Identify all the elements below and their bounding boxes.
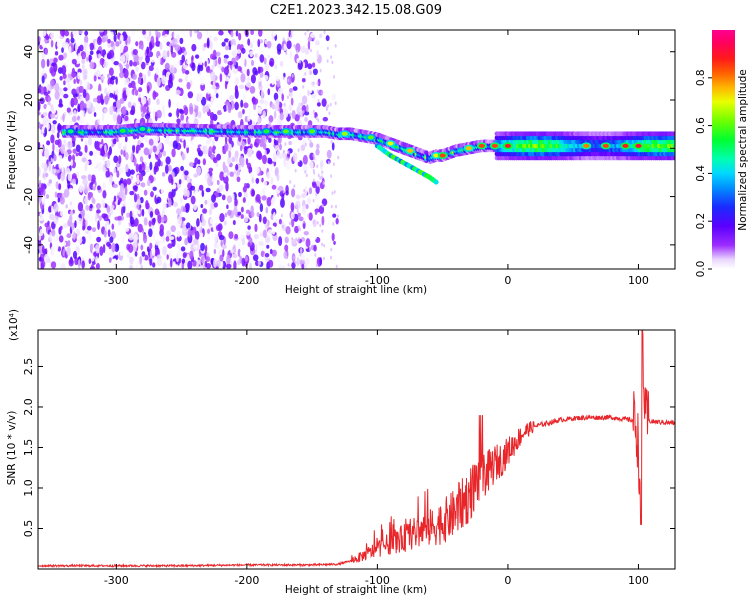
spectrogram-y-tick-label: -20 xyxy=(22,188,35,206)
spectrogram-x-tick-label: 0 xyxy=(504,274,511,287)
snr-x-label: Height of straight line (km) xyxy=(285,584,427,596)
spectrogram-y-tick-label: 20 xyxy=(22,93,35,107)
spectrogram-x-tick-label: -300 xyxy=(104,274,129,287)
spectrogram-y-tick-label: 0 xyxy=(22,145,35,152)
spectrogram-y-label: Frequency (Hz) xyxy=(6,110,18,189)
colorbar-label: Normalized spectral amplitude xyxy=(737,69,749,230)
snr-x-tick-label: 100 xyxy=(628,574,649,587)
snr-series-line xyxy=(38,330,675,569)
colorbar: 0.0 0.2 0.4 0.6 0.8 Normalized spectral ampl… xyxy=(695,30,749,277)
snr-y-tick-label: 2.0 xyxy=(22,398,35,416)
spectrogram-x-tick-label: -100 xyxy=(365,274,390,287)
colorbar-tick-label: 0.0 xyxy=(695,261,707,278)
spectrogram-y-tick-label: 40 xyxy=(22,45,35,59)
spectrogram-y-tick-label: -40 xyxy=(22,236,35,254)
spectrogram-frame xyxy=(37,29,676,270)
colorbar-gradient xyxy=(712,30,735,269)
colorbar-tick-label: 0.8 xyxy=(695,69,707,86)
snr-y-tick-label: 2.5 xyxy=(22,358,35,376)
colorbar-tick-label: 0.4 xyxy=(695,165,707,182)
figure-title: C2E1.2023.342.15.08.G09 xyxy=(270,3,442,18)
snr-y-tick-label: 1.0 xyxy=(22,479,35,497)
spectrogram-heatmap xyxy=(38,30,675,269)
snr-frame xyxy=(37,329,676,570)
snr-x-tick-label: -200 xyxy=(234,574,259,587)
spectrogram-x-label: Height of straight line (km) xyxy=(285,284,427,296)
snr-ticks: -300 -200 -100 0 100 0.5 1.0 1.5 2.0 2.5 xyxy=(22,330,675,587)
snr-y-label: SNR (10 * v/v) xyxy=(6,411,18,486)
colorbar-tick-label: 0.2 xyxy=(695,213,707,230)
colorbar-ticks: 0.0 0.2 0.4 0.6 0.8 xyxy=(695,69,712,277)
spectrogram-x-tick-label: -200 xyxy=(234,274,259,287)
snr-y-tick-label: 0.5 xyxy=(22,520,35,538)
spectrogram-x-tick-label: 100 xyxy=(628,274,649,287)
snr-panel: -300 -200 -100 0 100 0.5 1.0 1.5 2.0 2.5 Height o… xyxy=(6,309,676,596)
snr-y-tick-label: 1.5 xyxy=(22,439,35,457)
colorbar-tick-label: 0.6 xyxy=(695,117,707,134)
snr-x-tick-label: -300 xyxy=(104,574,129,587)
snr-x-tick-label: 0 xyxy=(504,574,511,587)
snr-scale-label: (x10⁴) xyxy=(8,309,20,341)
snr-x-tick-label: -100 xyxy=(365,574,390,587)
